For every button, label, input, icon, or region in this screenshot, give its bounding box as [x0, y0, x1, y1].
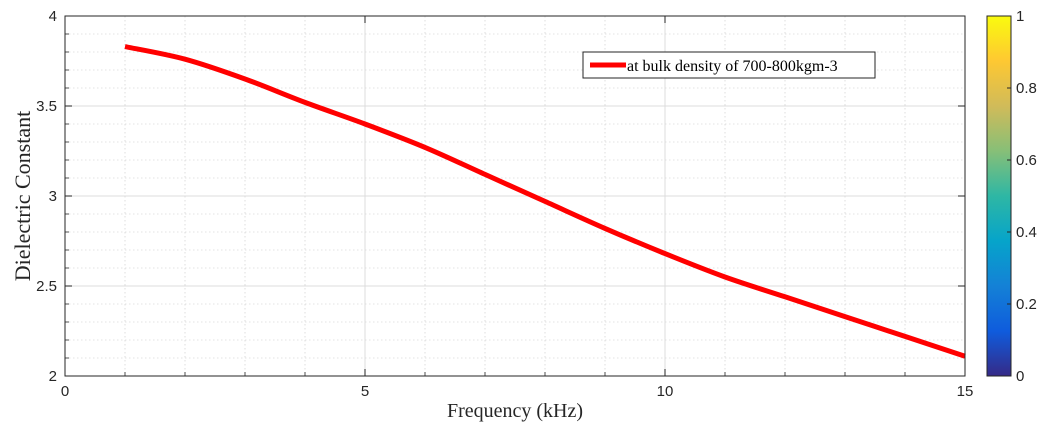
colorbar-tick-label: 0.4	[1016, 224, 1037, 241]
series-layer	[124, 44, 966, 359]
x-axis-ticks: 0 5 10 15	[61, 16, 974, 400]
y-axis-ticks: 2 2.5 3 3.5 4	[36, 8, 965, 385]
y-axis-label: Dielectric Constant	[10, 111, 35, 281]
series-line	[124, 44, 966, 359]
x-axis-label: Frequency (kHz)	[447, 400, 583, 422]
y-tick-label: 2.5	[36, 278, 57, 295]
y-tick-label: 2	[49, 368, 57, 385]
x-tick-label: 5	[361, 383, 369, 400]
legend-box	[582, 51, 876, 79]
colorbar-gradient	[986, 15, 1012, 377]
y-tick-label: 3.5	[36, 98, 57, 115]
colorbar-tick-label: 1	[1016, 8, 1024, 25]
x-tick-label: 0	[61, 383, 69, 400]
colorbar-tick-label: 0.6	[1016, 152, 1037, 169]
colorbar-tick-label: 0.8	[1016, 80, 1037, 97]
x-tick-label: 10	[657, 383, 674, 400]
legend-label: at bulk density of 700-800kgm-3	[627, 58, 838, 75]
y-tick-label: 3	[49, 188, 57, 205]
colorbar-tick-label: 0	[1016, 368, 1024, 385]
colorbar-tick-label: 0.2	[1016, 296, 1037, 313]
colorbar-ticks: 0 0.2 0.4 0.6 0.8 1	[1007, 8, 1037, 385]
legend: at bulk density of 700-800kgm-3	[582, 51, 876, 79]
y-tick-label: 4	[49, 8, 57, 25]
x-tick-label: 15	[957, 383, 974, 400]
colorbar: 0 0.2 0.4 0.6 0.8 1	[986, 8, 1037, 385]
